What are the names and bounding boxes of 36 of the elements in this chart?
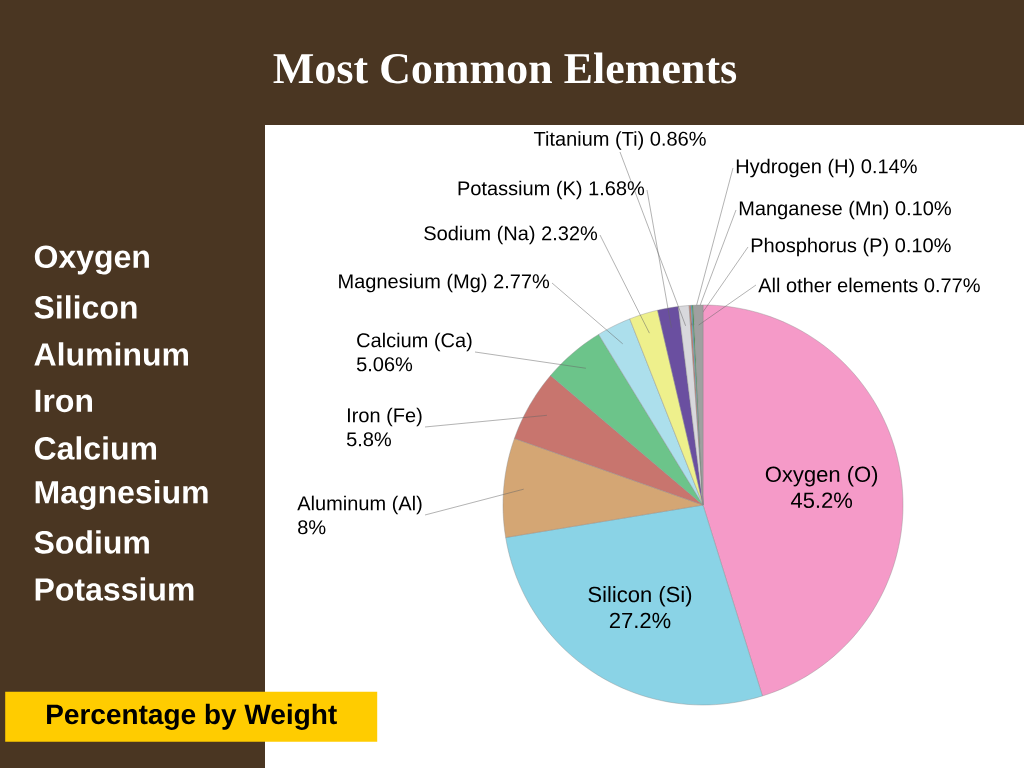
slice-label: Aluminum (Al) — [297, 495, 422, 515]
data-label: 5.8% — [346, 432, 391, 447]
text: Oxygen — [34, 245, 149, 275]
data-label: 0.14% — [861, 159, 917, 174]
slice-label: Hydrogen (H) — [736, 158, 854, 178]
text: Iron — [35, 389, 92, 413]
data-label: 5.06% — [356, 357, 413, 372]
slice-label: Magnesium (Mg) — [339, 273, 487, 293]
data-label: 1.68% — [589, 181, 645, 196]
data-label: 2.32% — [542, 226, 598, 241]
data-label: 27.2% — [609, 612, 671, 629]
slice-label: Oxygen (O) — [765, 465, 878, 487]
slice-label: Phosphorus (P) — [751, 237, 888, 257]
data-label: 8% — [298, 520, 326, 535]
text: Potassium — [35, 577, 194, 601]
slice-label: Potassium (K) — [458, 180, 582, 200]
chart-title: Most Common Elements — [273, 52, 737, 84]
slice-label: All other elements — [758, 277, 918, 293]
text: Magnesium — [35, 480, 208, 510]
slice-label: Iron (Fe) — [347, 407, 422, 427]
text: Sodium — [34, 530, 149, 554]
slice-label: Silicon (Si) — [588, 586, 692, 607]
data-label: 45.2% — [790, 492, 853, 509]
data-label: 0.86% — [650, 131, 706, 146]
data-label: 2.77% — [494, 274, 550, 289]
slice-label: Calcium (Ca) — [357, 332, 472, 352]
text: Percentage by Weight — [47, 703, 337, 730]
data-label: 0.10% — [895, 238, 951, 253]
data-label: 0.77% — [924, 278, 980, 293]
data-label: 0.10% — [895, 201, 951, 216]
text: Aluminum — [34, 342, 188, 366]
slice-label: Sodium (Na) — [424, 225, 535, 245]
text: Calcium — [34, 436, 157, 460]
text: Silicon — [34, 295, 137, 319]
slice-label: Manganese (Mn) — [739, 200, 889, 220]
slice-label: Titanium (Ti) — [533, 131, 644, 150]
